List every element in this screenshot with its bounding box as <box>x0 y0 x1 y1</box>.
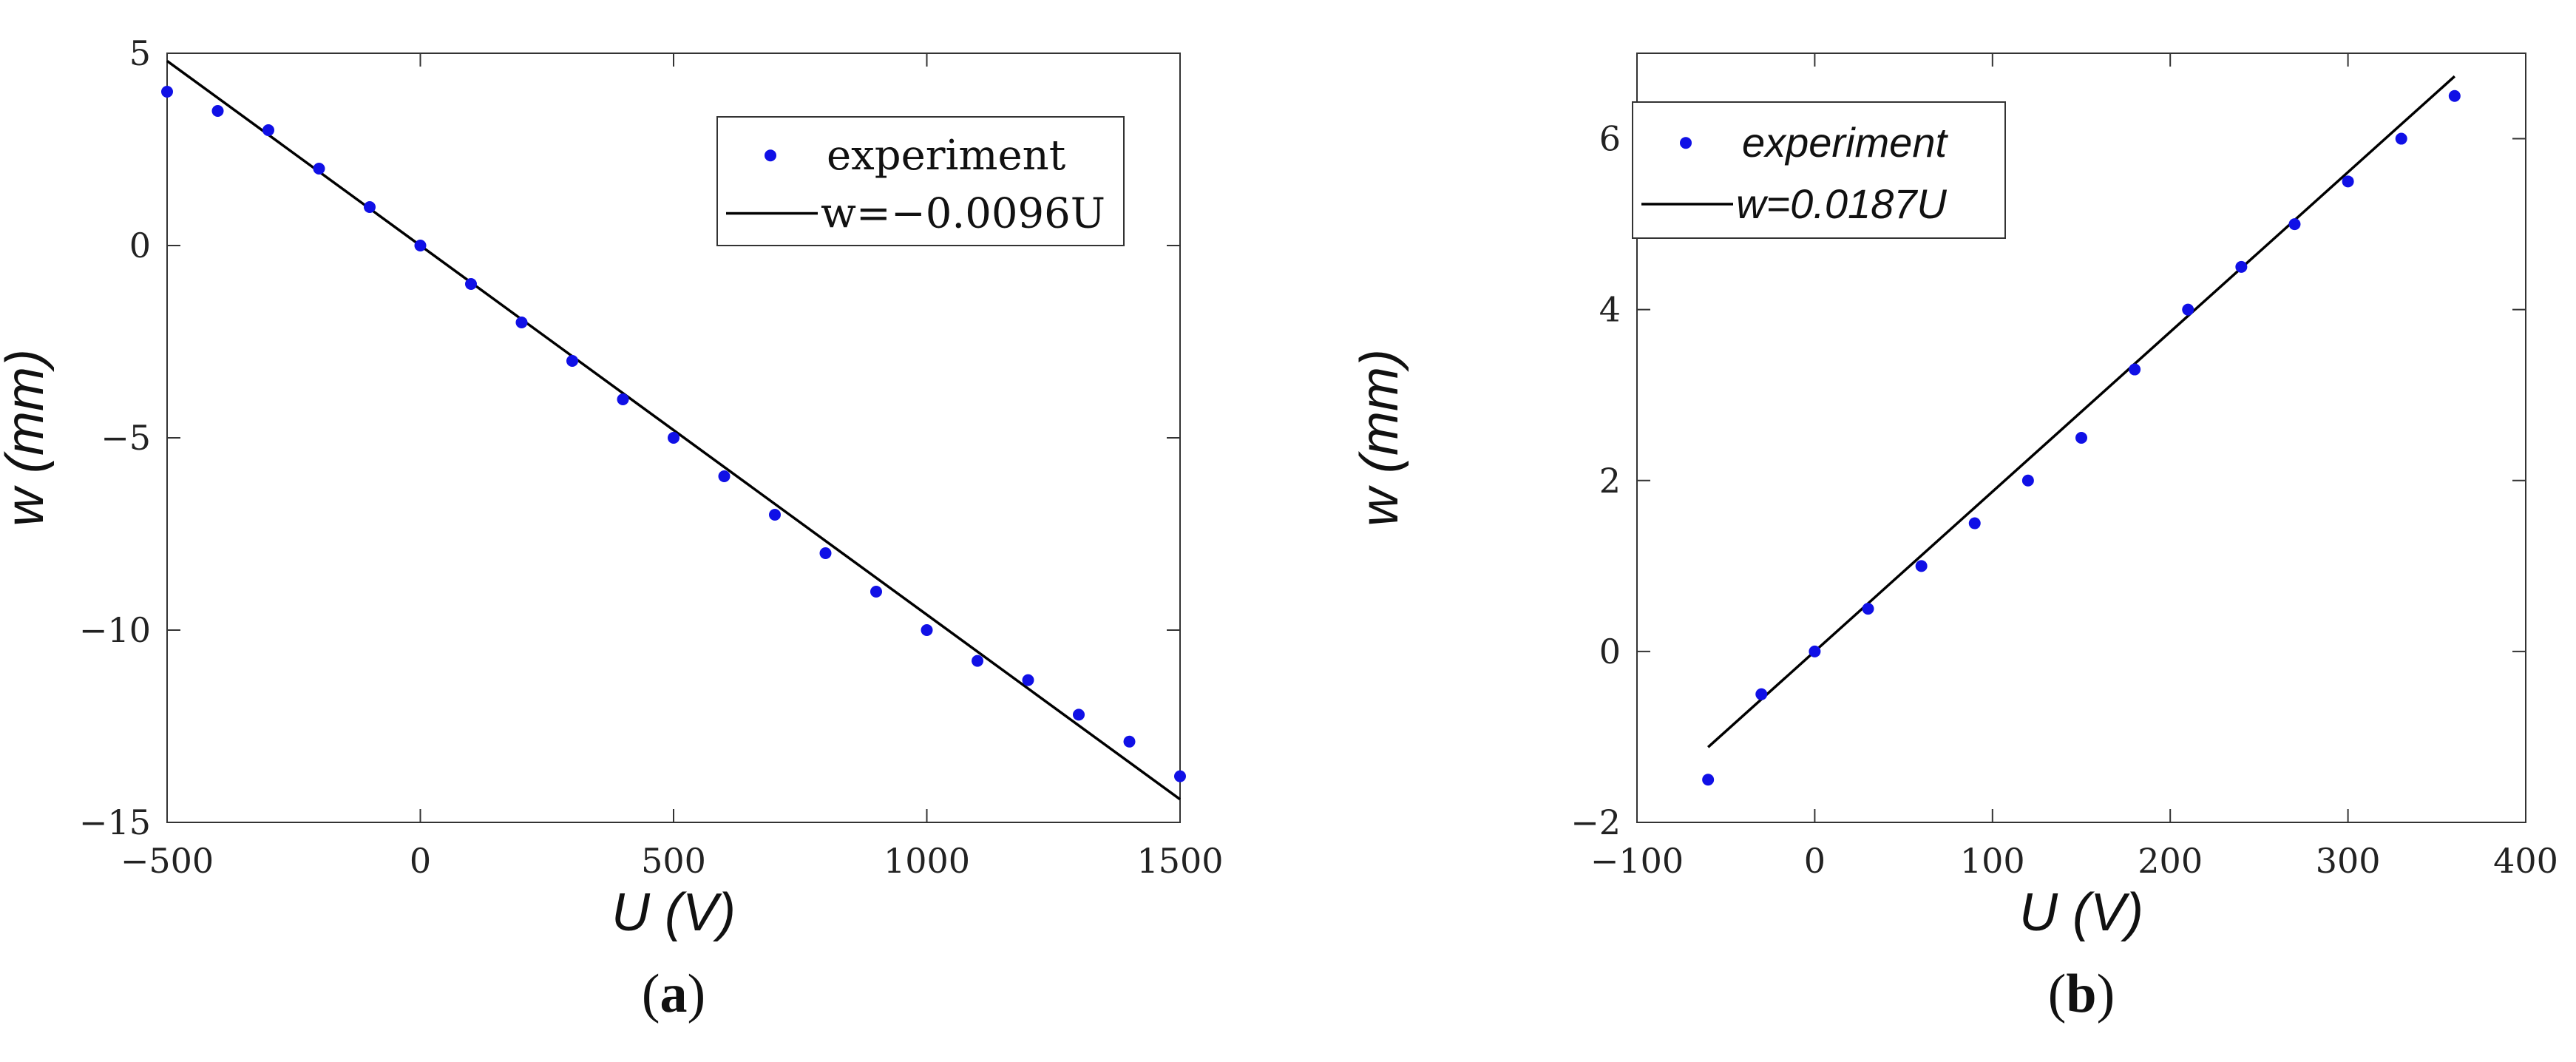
data-point <box>1022 674 1034 686</box>
y-tick-label: 5 <box>129 33 151 73</box>
y-tick-label: −10 <box>79 610 151 650</box>
data-point <box>2129 363 2141 376</box>
y-axis-title: w (mm) <box>1350 349 1409 527</box>
y-tick-label: 0 <box>129 226 151 266</box>
y-tick-label: 2 <box>1599 461 1621 501</box>
legend-label-points: experiment <box>827 132 1066 180</box>
data-point <box>617 393 629 405</box>
data-point <box>1915 560 1928 572</box>
x-tick-label: −100 <box>1590 841 1684 881</box>
legend: experiment w=0.0187U <box>1632 101 2006 239</box>
data-point <box>2448 89 2461 102</box>
x-tick-label: 500 <box>641 841 706 881</box>
fit-line <box>1706 75 2456 748</box>
x-tick-label: 100 <box>1960 841 2025 881</box>
data-point <box>211 105 224 117</box>
data-point <box>819 547 832 559</box>
plot-area-frame <box>1636 53 2526 823</box>
data-point <box>414 240 427 251</box>
x-axis-title: U (V) <box>611 883 736 942</box>
data-point <box>1174 770 1186 782</box>
data-point <box>2395 132 2407 145</box>
data-point <box>1073 708 1085 721</box>
x-tick-label: 200 <box>2138 841 2203 881</box>
data-point <box>313 163 325 175</box>
data-point <box>769 509 781 521</box>
legend-box <box>1632 101 2006 239</box>
y-tick-label: −15 <box>79 802 151 842</box>
data-point <box>870 586 882 598</box>
legend-label-line: w=−0.0096U <box>821 190 1105 238</box>
x-tick-label: 0 <box>410 841 431 881</box>
fit-line <box>166 59 1182 801</box>
data-point <box>2235 260 2248 273</box>
data-point <box>262 124 274 136</box>
x-tick-label: −500 <box>121 841 214 881</box>
data-point <box>668 432 679 444</box>
data-point <box>2075 432 2087 444</box>
chart-panel-b: −100 0 100 200 300 400 −2 0 2 4 6 U (V) w (mm) experi… <box>1350 53 2558 1024</box>
data-point <box>2288 218 2301 231</box>
data-point <box>1968 517 1981 530</box>
legend-box <box>716 116 1125 246</box>
x-tick-label: 1000 <box>884 841 970 881</box>
data-point <box>972 655 983 667</box>
legend-label-line: w=0.0187U <box>1736 180 1947 227</box>
panel-label: (b) <box>2048 964 2115 1024</box>
legend-marker-points <box>765 149 776 162</box>
y-tick-label: 0 <box>1599 632 1621 672</box>
x-tick-label: 400 <box>2493 841 2558 881</box>
y-axis-title: w (mm) <box>0 349 55 527</box>
x-tick-label: 1500 <box>1136 841 1223 881</box>
data-point <box>2182 303 2194 316</box>
y-tick-label: 6 <box>1599 119 1621 159</box>
data-point <box>2021 474 2034 487</box>
data-point <box>1702 774 1715 786</box>
legend: experiment w=−0.0096U <box>716 116 1125 246</box>
data-point <box>364 201 376 213</box>
data-point <box>921 624 933 636</box>
data-point <box>1123 735 1136 748</box>
legend-marker-points <box>1680 137 1692 149</box>
panel-label: (a) <box>642 964 705 1024</box>
y-tick-label: 4 <box>1599 290 1621 330</box>
legend-label-points: experiment <box>1742 119 1948 166</box>
data-point <box>1862 603 1874 615</box>
y-tick-label: −5 <box>101 418 151 458</box>
data-point <box>1755 688 1768 700</box>
y-tick-label: −2 <box>1570 802 1621 842</box>
data-point <box>1809 645 1821 657</box>
data-point <box>161 86 173 98</box>
data-point <box>2342 175 2354 188</box>
data-point <box>515 317 528 328</box>
chart-panel-a: −500 0 500 1000 1500 −15 −10 −5 0 5 U (V) w (mm) exp… <box>0 33 1224 1024</box>
x-tick-label: 0 <box>1804 841 1826 881</box>
x-axis-title: U (V) <box>2019 883 2143 942</box>
data-point <box>718 470 731 482</box>
data-point <box>566 355 578 367</box>
data-point <box>465 278 477 290</box>
x-tick-label: 300 <box>2316 841 2381 881</box>
